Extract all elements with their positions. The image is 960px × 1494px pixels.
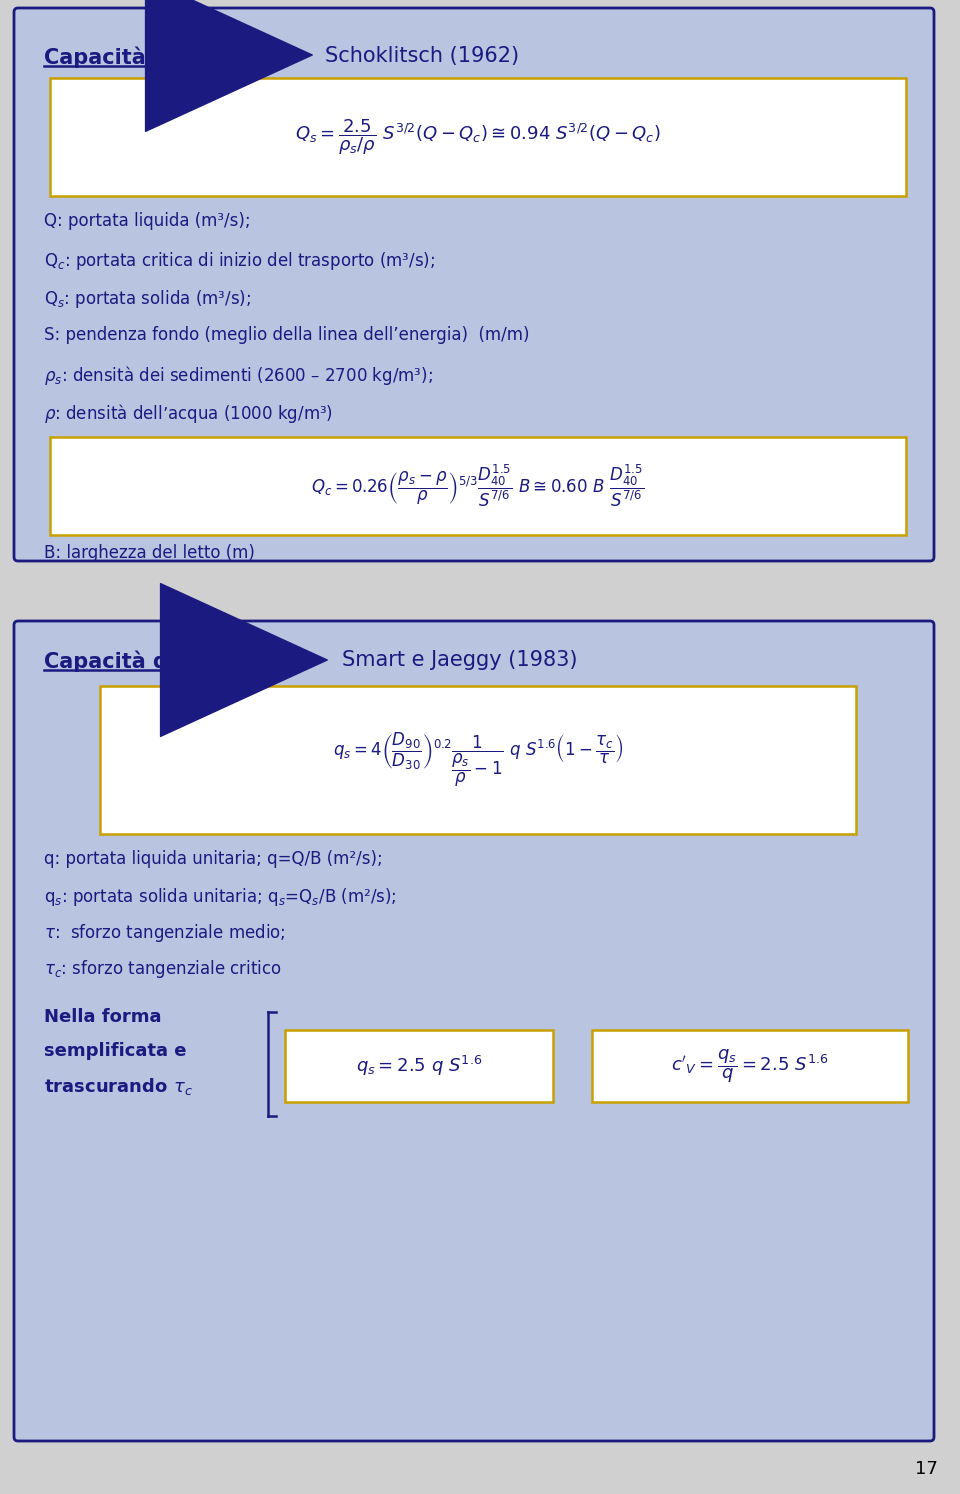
- Bar: [50, 78, 906, 196]
- Text: Nella forma: Nella forma: [44, 1008, 161, 1026]
- Bar: [592, 1029, 908, 1103]
- Text: $\tau_c$: sforzo tangenziale critico: $\tau_c$: sforzo tangenziale critico: [44, 958, 282, 980]
- Text: Capacità di trasporto: Capacità di trasporto: [44, 46, 293, 67]
- Text: B: larghezza del letto (m): B: larghezza del letto (m): [44, 544, 254, 562]
- Text: semplificata e: semplificata e: [44, 1041, 186, 1061]
- Bar: [285, 1029, 553, 1103]
- Text: $Q_c = 0.26 \left(\dfrac{\rho_s - \rho}{\rho}\right)^{5/3} \dfrac{D_{40}^{1.5}}{: $Q_c = 0.26 \left(\dfrac{\rho_s - \rho}{…: [311, 463, 645, 509]
- Bar: [100, 686, 856, 834]
- Text: $\tau$:  sforzo tangenziale medio;: $\tau$: sforzo tangenziale medio;: [44, 922, 286, 944]
- Text: Q$_s$: portata solida (m³/s);: Q$_s$: portata solida (m³/s);: [44, 288, 251, 309]
- FancyBboxPatch shape: [14, 622, 934, 1442]
- Text: Q$_c$: portata critica di inizio del trasporto (m³/s);: Q$_c$: portata critica di inizio del tra…: [44, 249, 435, 272]
- Text: $Q_s = \dfrac{2.5}{\rho_s / \rho} \ S^{3/2} \left(Q - Q_c\right) \cong 0.94 \ S^: $Q_s = \dfrac{2.5}{\rho_s / \rho} \ S^{3…: [295, 117, 660, 157]
- Text: Q: portata liquida (m³/s);: Q: portata liquida (m³/s);: [44, 212, 251, 230]
- Text: 17: 17: [915, 1460, 938, 1478]
- Text: $\rho$: densità dell’acqua (1000 kg/m³): $\rho$: densità dell’acqua (1000 kg/m³): [44, 402, 333, 424]
- Text: S: pendenza fondo (meglio della linea dell’energia)  (m/m): S: pendenza fondo (meglio della linea de…: [44, 326, 530, 344]
- Text: $c'_V = \dfrac{q_s}{q} = 2.5 \ S^{1.6}$: $c'_V = \dfrac{q_s}{q} = 2.5 \ S^{1.6}$: [671, 1047, 828, 1085]
- Text: $\rho_s$: densità dei sedimenti (2600 – 2700 kg/m³);: $\rho_s$: densità dei sedimenti (2600 – …: [44, 365, 433, 387]
- Text: q$_s$: portata solida unitaria; q$_s$=Q$_s$/B (m²/s);: q$_s$: portata solida unitaria; q$_s$=Q$…: [44, 886, 396, 908]
- Text: trascurando $\tau_c$: trascurando $\tau_c$: [44, 1076, 193, 1097]
- Text: $q_s = 4 \left(\dfrac{D_{90}}{D_{30}}\right)^{0.2} \dfrac{1}{\dfrac{\rho_s}{\rho: $q_s = 4 \left(\dfrac{D_{90}}{D_{30}}\ri…: [333, 731, 623, 789]
- Text: Schoklitsch (1962): Schoklitsch (1962): [325, 46, 519, 66]
- Text: $q_s = 2.5 \ q \ S^{1.6}$: $q_s = 2.5 \ q \ S^{1.6}$: [356, 1053, 482, 1079]
- Text: q: portata liquida unitaria; q=Q/B (m²/s);: q: portata liquida unitaria; q=Q/B (m²/s…: [44, 850, 383, 868]
- FancyBboxPatch shape: [14, 7, 934, 562]
- Bar: [50, 438, 906, 535]
- Text: Smart e Jaeggy (1983): Smart e Jaeggy (1983): [342, 650, 578, 669]
- Text: Capacità di trasporto: Capacità di trasporto: [44, 650, 293, 671]
